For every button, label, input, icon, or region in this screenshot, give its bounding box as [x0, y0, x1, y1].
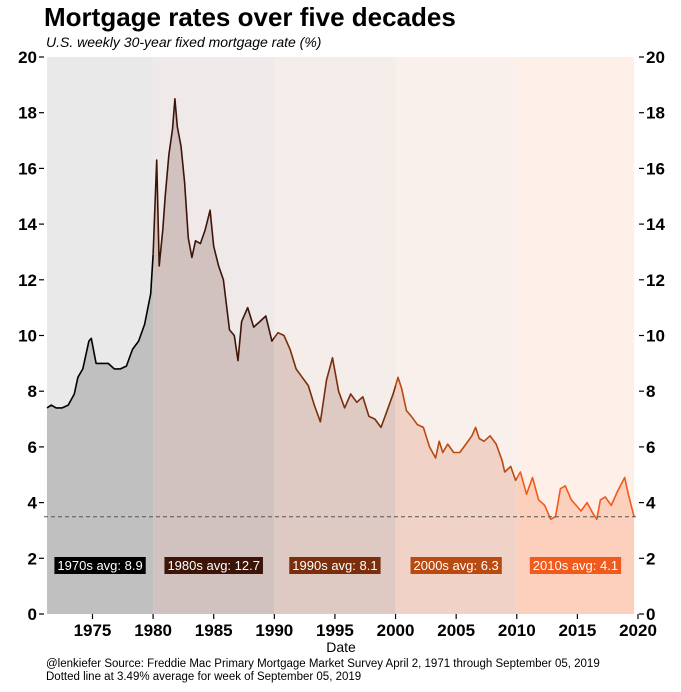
decade-avg-box-3: [410, 557, 502, 574]
x-tick-label-1975: 1975: [74, 621, 112, 640]
y-tick-label-right-10: 10: [646, 327, 665, 346]
decade-avg-label-3: 2000s avg: 6.3: [410, 557, 502, 574]
y-tick-label-right-12: 12: [646, 271, 665, 290]
y-tick-label-right-8: 8: [646, 382, 655, 401]
caption-line-2: Dotted line at 3.49% average for week of…: [46, 671, 362, 683]
rate-line: [46, 98, 635, 521]
decade-avg-label-1: 1980s avg: 12.7: [164, 557, 263, 574]
x-axis-label: Date: [326, 639, 356, 655]
decade-line-4: [516, 471, 635, 521]
decade-line-1: [152, 98, 275, 362]
x-tick-label-1995: 1995: [316, 621, 354, 640]
x-tick-label-2015: 2015: [558, 621, 596, 640]
decade-area-2: [274, 332, 396, 614]
chart-caption: @lenkiefer Source: Freddie Mac Primary M…: [46, 658, 600, 684]
decade-line-3: [394, 376, 518, 482]
decade-avg-text-0: 1970s avg: 8.9: [57, 558, 142, 573]
y-tick-label-left-4: 4: [28, 494, 38, 513]
y-tick-label-left-14: 14: [18, 215, 37, 234]
x-tick-label-1985: 1985: [195, 621, 233, 640]
decade-avg-label-4: 2010s avg: 4.1: [529, 557, 622, 574]
y-tick-label-right-0: 0: [646, 605, 655, 624]
decade-avg-text-4: 2010s avg: 4.1: [533, 558, 618, 573]
decade-avg-text-2: 1990s avg: 8.1: [292, 558, 377, 573]
y-tick-label-right-14: 14: [646, 215, 665, 234]
y-tick-label-left-20: 20: [18, 48, 37, 67]
y-tick-label-right-6: 6: [646, 438, 655, 457]
y-tick-label-left-12: 12: [18, 271, 37, 290]
y-tick-label-right-2: 2: [646, 549, 655, 568]
x-tick-label-2020: 2020: [619, 621, 657, 640]
y-tick-label-right-16: 16: [646, 159, 665, 178]
decade-avg-labels: 1970s avg: 8.9 1980s avg: 12.7 1990s avg: …: [54, 557, 622, 574]
decade-area-4: [516, 472, 635, 614]
decade-avg-box-1: [164, 557, 263, 574]
x-tick-label-2000: 2000: [377, 621, 415, 640]
decade-avg-text-3: 2000s avg: 6.3: [414, 558, 499, 573]
caption-line-1: @lenkiefer Source: Freddie Mac Primary M…: [46, 658, 600, 670]
x-tick-label-2005: 2005: [437, 621, 475, 640]
rate-area: [47, 98, 635, 615]
x-tick-label-2010: 2010: [498, 621, 536, 640]
y-tick-label-right-18: 18: [646, 104, 665, 123]
x-tick-label-1990: 1990: [255, 621, 293, 640]
chart-subtitle: U.S. weekly 30-year fixed mortgage rate …: [46, 34, 322, 50]
decade-line-2: [273, 331, 397, 429]
decade-area-1: [153, 98, 275, 615]
y-tick-label-right-4: 4: [646, 494, 656, 513]
y-tick-label-left-10: 10: [18, 327, 37, 346]
decade-avg-label-2: 1990s avg: 8.1: [289, 557, 381, 574]
decade-line-0: [46, 254, 154, 409]
chart-title: Mortgage rates over five decades: [44, 2, 456, 32]
x-tick-label-1980: 1980: [134, 621, 172, 640]
decade-avg-text-1: 1980s avg: 12.7: [167, 558, 260, 573]
y-tick-label-left-6: 6: [28, 438, 37, 457]
decade-avg-box-2: [289, 557, 381, 574]
y-tick-label-left-8: 8: [28, 382, 37, 401]
decade-avg-box-4: [529, 557, 622, 574]
decade-area-0: [47, 254, 154, 614]
y-tick-label-left-16: 16: [18, 159, 37, 178]
decade-avg-label-0: 1970s avg: 8.9: [54, 557, 146, 574]
y-tick-label-left-2: 2: [28, 549, 37, 568]
y-tick-label-left-18: 18: [18, 104, 37, 123]
decade-avg-box-0: [54, 557, 146, 574]
y-tick-label-right-20: 20: [646, 48, 665, 67]
y-tick-label-left-0: 0: [28, 605, 37, 624]
